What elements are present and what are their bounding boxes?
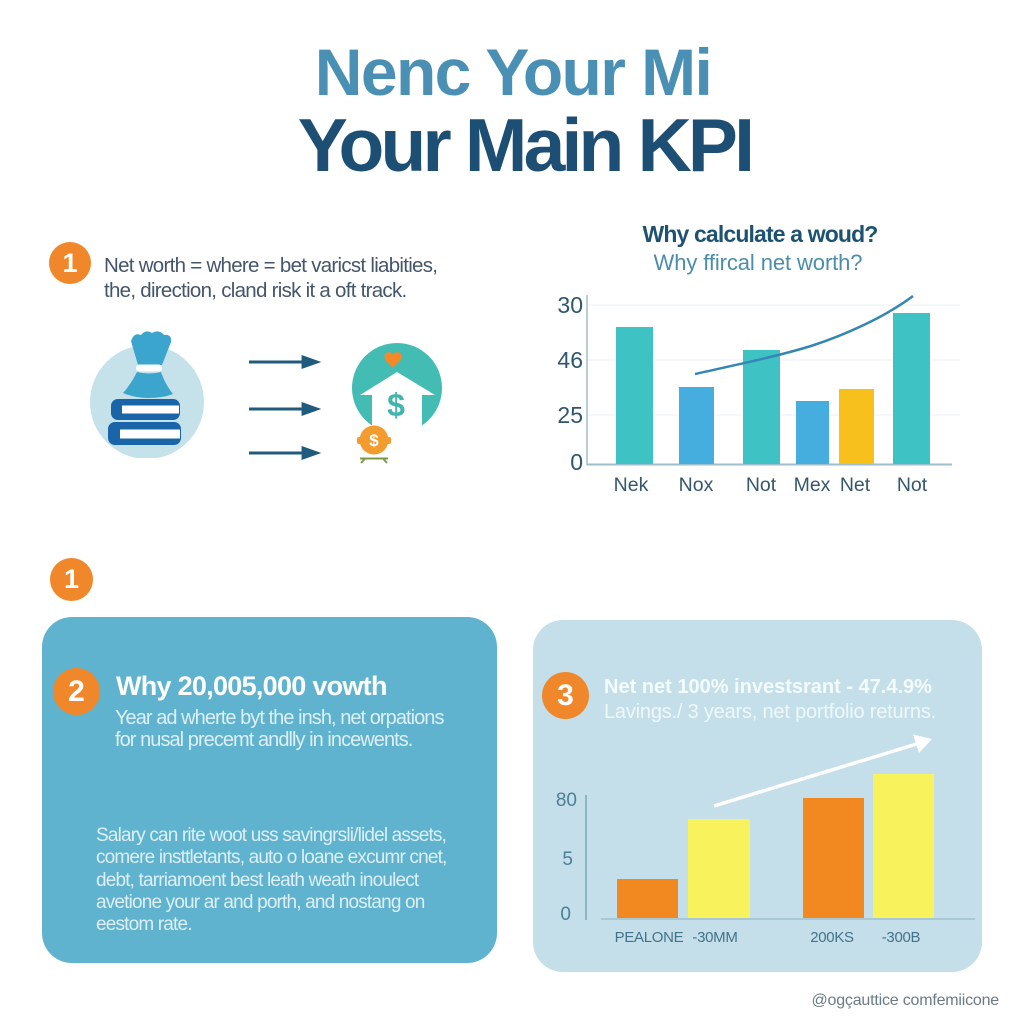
svg-text:30: 30 (557, 292, 583, 318)
svg-text:$: $ (387, 387, 405, 423)
svg-text:200KS: 200KS (810, 929, 854, 946)
svg-text:Mex: Mex (794, 474, 831, 496)
svg-text:$: $ (369, 431, 379, 450)
svg-text:5: 5 (562, 849, 573, 870)
svg-text:PEALONE: PEALONE (615, 929, 684, 946)
svg-text:-30MM: -30MM (692, 929, 737, 946)
svg-text:Not: Not (897, 474, 928, 496)
svg-text:0: 0 (560, 904, 571, 925)
svg-text:0: 0 (570, 449, 583, 475)
svg-text:46: 46 (557, 347, 583, 373)
svg-text:25: 25 (557, 402, 583, 428)
svg-text:Nox: Nox (679, 474, 714, 496)
svg-text:80: 80 (556, 790, 577, 811)
svg-text:Net: Net (840, 474, 871, 496)
svg-text:Not: Not (746, 474, 777, 496)
svg-text:-300B: -300B (882, 929, 921, 946)
svg-text:Nek: Nek (614, 474, 649, 496)
